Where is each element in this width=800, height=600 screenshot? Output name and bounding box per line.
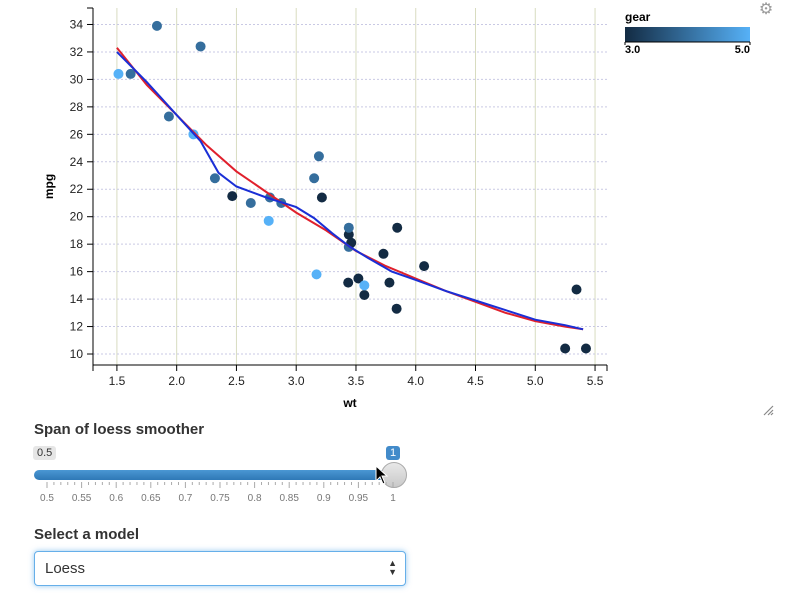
slider-track[interactable] (34, 470, 396, 480)
y-axis-title: mpg (42, 174, 56, 199)
gear-icon[interactable]: ⚙ (757, 1, 775, 19)
x-axis-title: wt (342, 396, 356, 410)
scatter-plot: 1.5 2.0 2.5 3.0 3.5 4.0 4.5 5.0 5.5 10 12 14 16 18 20 2… (0, 0, 800, 420)
model-select[interactable]: Loess ▲ ▼ (34, 551, 406, 586)
y-tick-label: 28 (70, 100, 84, 114)
span-label: Span of loess smoother (34, 421, 204, 438)
resize-handle-icon[interactable] (762, 404, 774, 416)
legend-max-label: 5.0 (735, 44, 750, 56)
slider-value-label: 1 (386, 446, 400, 460)
data-point (317, 192, 327, 202)
slider-grid-label: 0.75 (210, 493, 230, 504)
data-point (314, 151, 324, 161)
x-tick-label: 5.5 (587, 374, 604, 388)
y-tick-label: 32 (70, 45, 84, 59)
y-tick-label: 22 (70, 182, 84, 196)
slider-grid: 0.5 0.55 0.6 0.65 0.7 0.75 0.8 0.85 0.9 0.95 1 (0, 482, 420, 506)
slider-min-label: 0.5 (33, 446, 56, 460)
data-point (560, 344, 570, 354)
data-point (113, 69, 123, 79)
data-point (264, 216, 274, 226)
y-tick-label: 12 (70, 320, 84, 334)
updown-arrows-icon: ▲ ▼ (388, 559, 397, 577)
data-point (378, 249, 388, 259)
data-point (419, 261, 429, 271)
model-label: Select a model (34, 526, 139, 543)
slider-grid-label: 0.6 (109, 493, 123, 504)
slider-grid-label: 0.95 (349, 493, 369, 504)
slider-grid-label: 0.9 (317, 493, 331, 504)
x-tick-label: 4.5 (467, 374, 484, 388)
y-tick-label: 16 (70, 265, 84, 279)
data-point (384, 278, 394, 288)
data-point (312, 269, 322, 279)
y-tick-label: 34 (70, 17, 84, 31)
smoother-line (117, 52, 583, 329)
data-point (343, 278, 353, 288)
y-tick-label: 26 (70, 127, 84, 141)
data-point (227, 191, 237, 201)
y-tick-label: 20 (70, 210, 84, 224)
y-tick-label: 14 (70, 292, 84, 306)
data-point (392, 223, 402, 233)
data-point (392, 304, 402, 314)
legend-colorbar (625, 27, 750, 42)
data-point (359, 290, 369, 300)
data-point (164, 111, 174, 121)
y-tick-label: 18 (70, 237, 84, 251)
slider-grid-label: 1 (390, 493, 396, 504)
x-tick-label: 2.0 (168, 374, 185, 388)
y-tick-label: 30 (70, 72, 84, 86)
x-tick-label: 3.5 (348, 374, 365, 388)
slider-grid-label: 0.5 (40, 493, 54, 504)
slider-grid-label: 0.85 (279, 493, 299, 504)
legend-title: gear (625, 10, 651, 24)
data-point (210, 173, 220, 183)
slider-grid-label: 0.7 (178, 493, 192, 504)
x-tick-label: 5.0 (527, 374, 544, 388)
data-point (196, 41, 206, 51)
x-tick-label: 1.5 (109, 374, 126, 388)
y-tick-label: 24 (70, 155, 84, 169)
data-point (246, 198, 256, 208)
data-point (344, 223, 354, 233)
x-tick-label: 3.0 (288, 374, 305, 388)
model-select-value: Loess (45, 560, 85, 577)
data-point (359, 280, 369, 290)
slider-grid-label: 0.55 (72, 493, 92, 504)
slider-grid-label: 0.65 (141, 493, 161, 504)
data-point (309, 173, 319, 183)
data-point (572, 284, 582, 294)
slider-grid-label: 0.8 (248, 493, 262, 504)
data-point (152, 21, 162, 31)
x-tick-label: 2.5 (228, 374, 245, 388)
legend-min-label: 3.0 (625, 44, 640, 56)
x-tick-label: 4.0 (407, 374, 424, 388)
data-point (581, 344, 591, 354)
y-tick-label: 10 (70, 347, 84, 361)
